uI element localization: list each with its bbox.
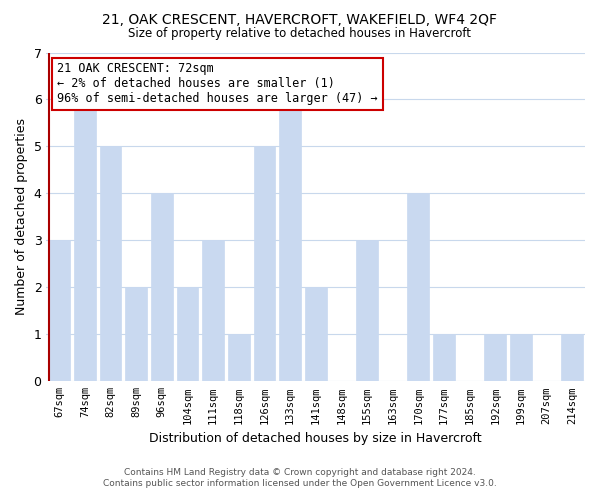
- Bar: [49, 240, 70, 382]
- Bar: [356, 240, 378, 382]
- Bar: [510, 334, 532, 382]
- Bar: [125, 288, 147, 382]
- Bar: [279, 100, 301, 382]
- Text: 21 OAK CRESCENT: 72sqm
← 2% of detached houses are smaller (1)
96% of semi-detac: 21 OAK CRESCENT: 72sqm ← 2% of detached …: [57, 62, 378, 106]
- Bar: [305, 288, 326, 382]
- Text: Size of property relative to detached houses in Havercroft: Size of property relative to detached ho…: [128, 28, 472, 40]
- Bar: [100, 146, 121, 382]
- X-axis label: Distribution of detached houses by size in Havercroft: Distribution of detached houses by size …: [149, 432, 482, 445]
- Bar: [228, 334, 250, 382]
- Bar: [484, 334, 506, 382]
- Text: 21, OAK CRESCENT, HAVERCROFT, WAKEFIELD, WF4 2QF: 21, OAK CRESCENT, HAVERCROFT, WAKEFIELD,…: [103, 12, 497, 26]
- Y-axis label: Number of detached properties: Number of detached properties: [15, 118, 28, 316]
- Bar: [151, 194, 173, 382]
- Bar: [254, 146, 275, 382]
- Bar: [407, 194, 429, 382]
- Bar: [561, 334, 583, 382]
- Bar: [176, 288, 199, 382]
- Bar: [202, 240, 224, 382]
- Text: Contains HM Land Registry data © Crown copyright and database right 2024.
Contai: Contains HM Land Registry data © Crown c…: [103, 468, 497, 487]
- Bar: [433, 334, 455, 382]
- Bar: [74, 100, 96, 382]
